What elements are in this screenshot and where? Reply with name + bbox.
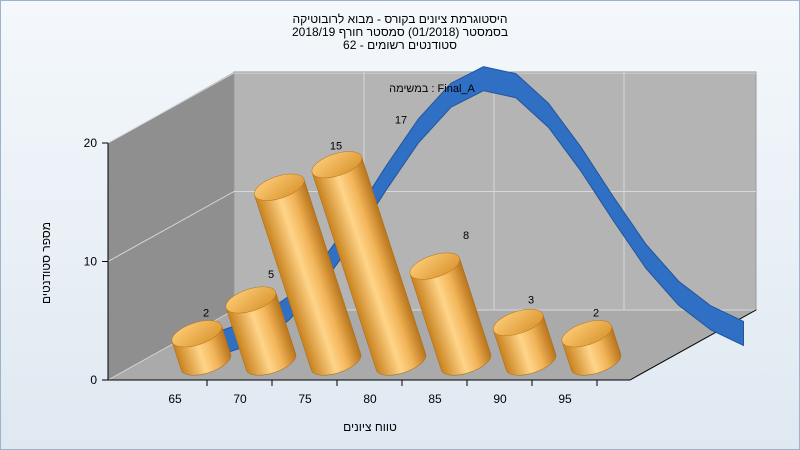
bar-cap-4 xyxy=(409,252,461,280)
grid-line-left-1 xyxy=(107,191,235,262)
bar-cap-6 xyxy=(561,320,613,348)
labels: 2 5 15 17 8 3 2 xyxy=(203,115,599,320)
bar-cap-5 xyxy=(492,309,544,336)
bar-75 xyxy=(254,173,362,376)
grid-line-left-2 xyxy=(107,72,235,144)
bar-cap-1 xyxy=(225,286,277,314)
bar-cap-3 xyxy=(311,151,363,179)
data-label-5: 3 xyxy=(528,294,534,306)
y-axis-title: מספר סטודנטים xyxy=(39,222,53,304)
bar-90 xyxy=(492,309,557,376)
bar-cap-0 xyxy=(171,320,223,348)
x-axis-title: טווח ציונים xyxy=(343,420,397,434)
y-tick-label-0: 0 xyxy=(90,373,97,387)
bar-cap-2 xyxy=(254,173,305,201)
bar-85 xyxy=(409,252,492,376)
chart-title-line-3: סטודנטים רשומים - 62 xyxy=(343,38,457,52)
x-tick-label-3: 80 xyxy=(363,392,377,406)
bar-95 xyxy=(561,320,622,376)
x-tick-label-4: 85 xyxy=(428,392,442,406)
bar-80 xyxy=(311,151,427,376)
data-label-3: 17 xyxy=(395,115,407,127)
data-label-1: 5 xyxy=(268,269,274,281)
data-label-6: 2 xyxy=(593,307,599,319)
bars xyxy=(171,151,622,376)
bar-body-2 xyxy=(254,178,362,376)
data-label-2: 15 xyxy=(330,140,342,152)
x-tick-label-0: 65 xyxy=(168,392,182,406)
x-tick-label-1: 70 xyxy=(233,392,247,406)
bar-body-3 xyxy=(311,156,427,376)
x-tick-label-2: 75 xyxy=(298,392,312,406)
bar-70 xyxy=(225,286,297,376)
series-label: Final_A : במשימה xyxy=(389,83,475,95)
data-label-0: 2 xyxy=(203,307,209,319)
x-tick-label-5: 90 xyxy=(493,392,507,406)
bar-body-4 xyxy=(409,257,492,376)
y-tick-label-2: 20 xyxy=(84,136,98,150)
y-tick-label-1: 10 xyxy=(84,255,98,269)
data-label-4: 8 xyxy=(463,230,469,242)
chart-title-line-2: בסמסטר (01/2018) סמסטר חורף 2018/19 xyxy=(291,25,509,39)
x-tick-label-6: 95 xyxy=(558,392,572,406)
chart-title-line-1: היסטוגרמת ציונים בקורס - מבוא לרובוטיקה xyxy=(292,12,508,26)
bar-65 xyxy=(171,320,232,376)
